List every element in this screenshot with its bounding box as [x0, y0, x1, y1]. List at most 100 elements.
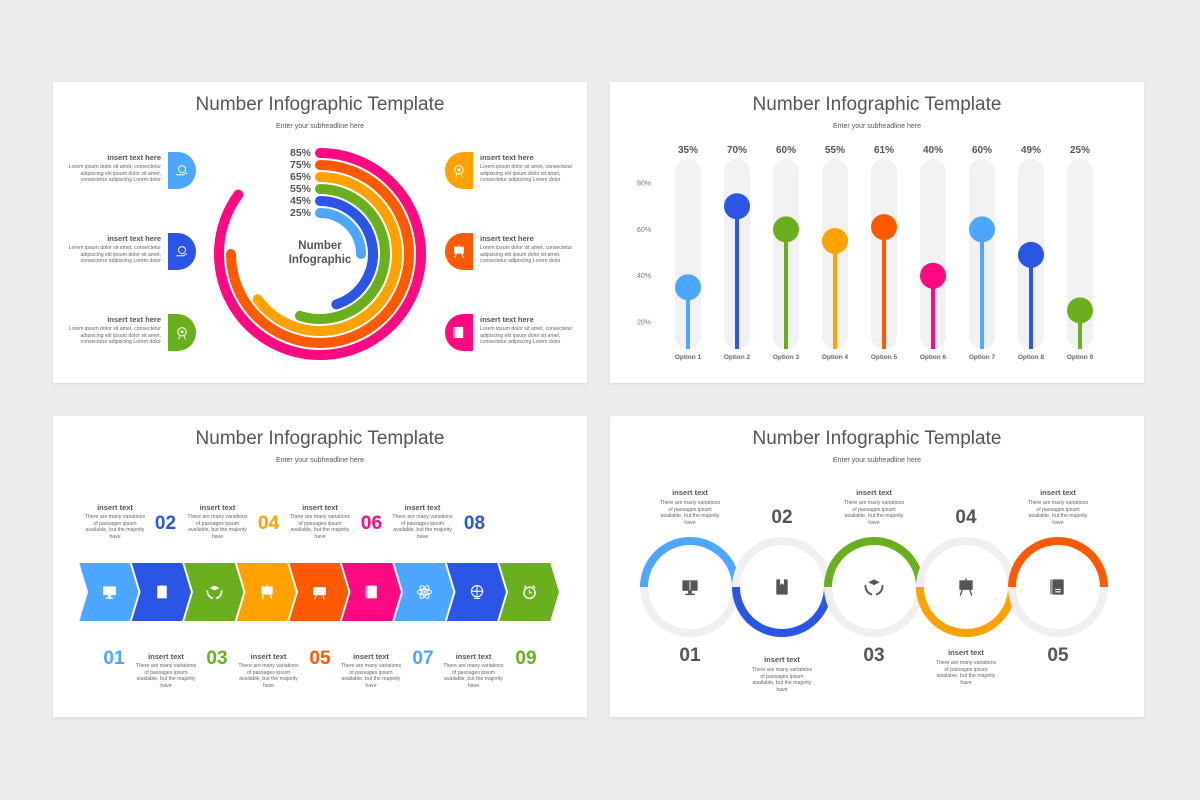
- item-text: insert text here Lorem ipsum dolor sit am…: [59, 234, 161, 265]
- ring-arc: [214, 148, 426, 360]
- step-number: 05: [309, 648, 331, 669]
- center-label: Number Infographic: [275, 239, 365, 267]
- data-label: 61%: [874, 145, 894, 156]
- step-body: There are many variations of passages ip…: [84, 514, 146, 540]
- step-heading: insert text: [302, 503, 338, 512]
- ring-arc: [252, 172, 402, 336]
- center-label-line-1: Number: [298, 240, 342, 252]
- book-icon: [776, 579, 788, 595]
- step-text: insert text There are many variations of …: [1026, 488, 1090, 526]
- step-text: insert text There are many variations of …: [237, 652, 301, 689]
- item-heading: insert text here: [107, 234, 161, 243]
- item-text: insert text here Lorem ipsum dolor sit am…: [59, 315, 161, 346]
- ring-arc: [315, 196, 378, 310]
- lollipop-head: [675, 274, 701, 301]
- step-heading: insert text: [856, 488, 892, 497]
- slide-lollipop-chart: Number Infographic Template Enter your s…: [610, 82, 1144, 383]
- lollipop-stem: [1078, 310, 1082, 349]
- item-text: insert text here Lorem ipsum dolor sit am…: [59, 153, 161, 184]
- slide-title: Number Infographic Template: [752, 94, 1002, 115]
- presentation-icon: [454, 245, 464, 258]
- step-heading: insert text: [764, 655, 800, 664]
- step-number: 03: [863, 645, 885, 666]
- slide-subtitle: Enter your subheadline here: [276, 123, 364, 130]
- item-heading: insert text here: [480, 153, 534, 162]
- step-number: 05: [1047, 645, 1069, 666]
- category-label: Option 2: [724, 354, 751, 361]
- ring-arc: [315, 208, 366, 259]
- easel-icon: [959, 578, 973, 596]
- ring-arc: [294, 184, 390, 324]
- ring-label: 45%: [289, 195, 311, 207]
- step-number: 08: [463, 513, 486, 534]
- hands-graduation-cap-icon: [206, 585, 223, 600]
- ring-label: 85%: [289, 147, 311, 159]
- step-number: 04: [955, 507, 977, 528]
- step-heading: insert text: [1040, 488, 1076, 497]
- lollipop-head: [871, 214, 897, 241]
- step-body: There are many variations of passages ip…: [843, 500, 905, 526]
- category-label: Option 9: [1067, 354, 1094, 361]
- category-label: Option 5: [871, 354, 898, 361]
- y-tick-label: 40%: [637, 273, 651, 280]
- lollipop-chart: 20% 40% 60% 80% 35% Option 1 70% Option 2 60% Opt…: [637, 145, 1094, 361]
- step-body: There are many variations of passages ip…: [1027, 500, 1089, 526]
- item-heading: insert text here: [480, 234, 534, 243]
- slide-title: Number Infographic Template: [752, 428, 1002, 449]
- lollipop-stem: [784, 229, 788, 349]
- center-label-line-2: Infographic: [288, 254, 352, 266]
- lollipop-stem: [686, 287, 690, 349]
- step-number: 02: [154, 513, 177, 534]
- step-heading: insert text: [672, 488, 708, 497]
- step-text: insert text There are many variations of …: [750, 655, 814, 693]
- y-tick-label: 60%: [637, 227, 651, 234]
- item-body: Lorem ipsum dolor sit amet, consectetur …: [68, 164, 161, 184]
- step-text: insert text There are many variations of …: [186, 503, 250, 540]
- book-icon: [157, 585, 167, 599]
- atom-icon: [416, 585, 433, 599]
- lollipop-stem: [931, 275, 935, 349]
- track: [920, 159, 946, 349]
- slide-title: Number Infographic Template: [195, 94, 445, 115]
- lollipop-head: [1018, 241, 1044, 268]
- step-body: There are many variations of passages ip…: [238, 663, 299, 689]
- category-label: Option 3: [773, 354, 800, 361]
- step-text: insert text There are many variations of …: [658, 488, 722, 526]
- item-body: Lorem ipsum dolor sit amet, consectetur …: [480, 326, 573, 346]
- step-number: 07: [412, 648, 434, 669]
- step-body: There are many variations of passages ip…: [340, 663, 402, 689]
- item-text: insert text here Lorem ipsum dolor sit am…: [480, 315, 582, 346]
- lollipop-head: [773, 216, 799, 243]
- step-body: There are many variations of passages ip…: [659, 500, 721, 526]
- monitor-book-icon: [103, 586, 116, 599]
- step-heading: insert text: [97, 503, 133, 512]
- step-number: 06: [360, 513, 383, 534]
- data-label: 25%: [1070, 145, 1090, 156]
- item-icon-tab: [445, 152, 473, 189]
- wave-circles: [640, 537, 1108, 637]
- slide-wave-circles: Number Infographic Template Enter your s…: [610, 416, 1144, 717]
- track: [675, 159, 701, 349]
- data-label: 55%: [825, 145, 845, 156]
- target-icon: [454, 165, 464, 178]
- easel-icon: [261, 584, 273, 600]
- step-number: 04: [257, 513, 280, 534]
- step-number: 01: [679, 645, 701, 666]
- data-label: 60%: [776, 145, 796, 156]
- item-heading: insert text here: [480, 315, 534, 324]
- lollipop-head: [969, 216, 995, 243]
- lollipop-head: [724, 193, 750, 220]
- item-icon-tab: [168, 233, 196, 270]
- data-label: 49%: [1021, 145, 1041, 156]
- item-text: insert text here Lorem ipsum dolor sit am…: [480, 234, 582, 265]
- slide-subtitle: Enter your subheadline here: [833, 457, 921, 464]
- step-number: 01: [103, 648, 125, 669]
- hands-graduation-cap-icon: [864, 579, 884, 596]
- slide-title: Number Infographic Template: [195, 428, 445, 449]
- step-text: insert text There are many variations of …: [288, 503, 352, 540]
- category-label: Option 7: [969, 354, 996, 361]
- globe-icon: [470, 584, 484, 599]
- data-label: 70%: [727, 145, 747, 156]
- award-icon: [177, 327, 187, 340]
- lollipop-stem: [1029, 254, 1033, 349]
